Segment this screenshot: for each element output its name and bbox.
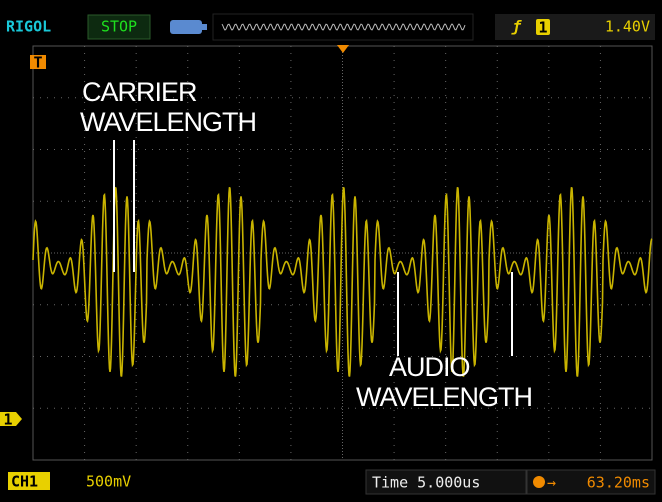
page: RIGOL STOP ƒ 1 1.40V T 1 CARRIER WAVELEN… <box>0 0 662 502</box>
vertical-scale: 500mV <box>86 473 131 491</box>
trigger-marker: T <box>33 54 42 72</box>
trigger-offset: 63.20ms <box>587 474 650 492</box>
channel: CH1 <box>11 473 38 491</box>
channel-marker: 1 <box>3 411 12 429</box>
offset-arrow: → <box>547 474 556 492</box>
battery-icon <box>170 20 202 34</box>
carrier-label: CARRIER <box>82 77 197 107</box>
memory-bar <box>213 14 473 40</box>
trigger-level: 1.40V <box>605 18 650 36</box>
audio-label: AUDIO <box>389 352 470 382</box>
battery-tip <box>202 24 207 30</box>
offset-icon <box>533 476 545 488</box>
timebase: Time 5.000us <box>372 474 480 492</box>
audio-label: WAVELENGTH <box>356 382 532 412</box>
oscilloscope-screen: RIGOL STOP ƒ 1 1.40V T 1 CARRIER WAVELEN… <box>0 0 662 502</box>
trigger-edge-icon: ƒ <box>511 18 522 36</box>
carrier-label: WAVELENGTH <box>80 107 256 137</box>
trigger-channel: 1 <box>538 19 547 37</box>
run-state: STOP <box>101 18 137 36</box>
brand: RIGOL <box>6 18 51 36</box>
